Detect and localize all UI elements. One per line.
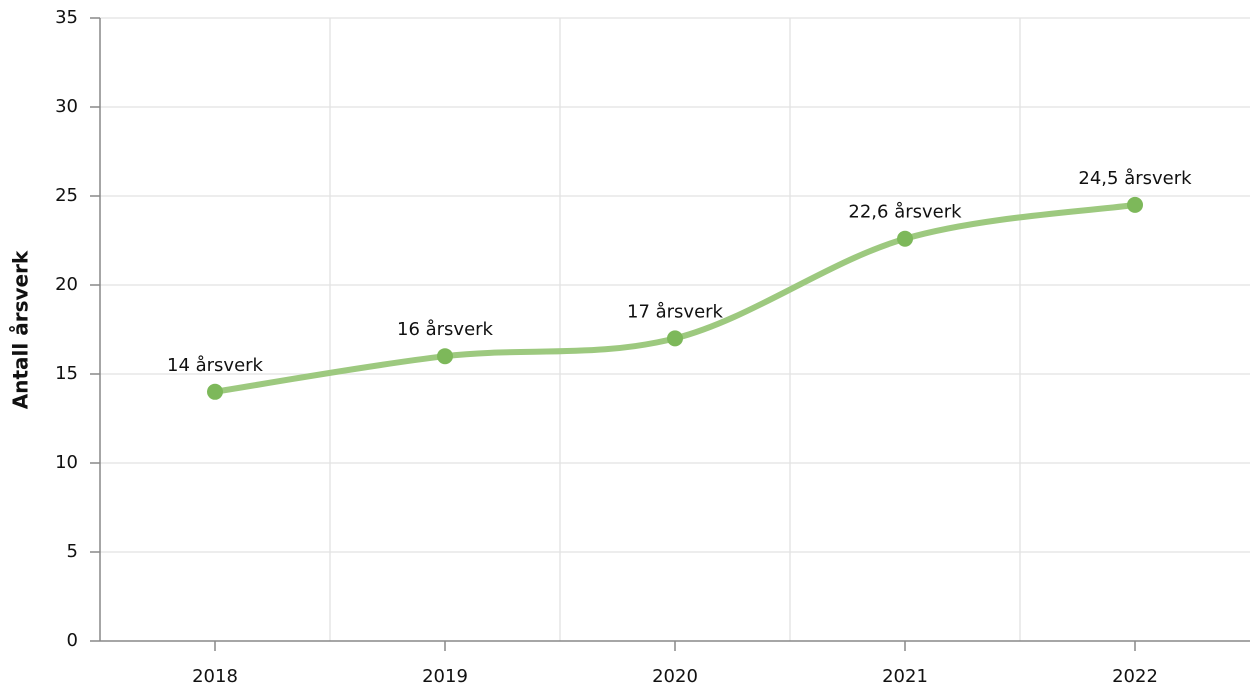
marker [897, 230, 913, 247]
y-axis-label: Antall årsverk [9, 250, 33, 409]
y-tick-label: 10 [55, 452, 78, 473]
marker [667, 330, 683, 347]
x-tick-label: 2022 [1112, 666, 1158, 687]
marker [437, 348, 453, 365]
y-tick-label: 5 [67, 541, 78, 562]
y-tick-label: 20 [55, 274, 78, 295]
x-tick-label: 2019 [422, 666, 468, 687]
data-label: 22,6 årsverk [848, 202, 962, 223]
y-tick-label: 30 [55, 96, 78, 117]
y-tick-label: 35 [55, 7, 78, 28]
x-tick-label: 2020 [652, 666, 698, 687]
x-tick-label: 2018 [192, 666, 238, 687]
y-tick-label: 25 [55, 185, 78, 206]
data-label: 24,5 årsverk [1078, 168, 1192, 189]
line [212, 201, 1138, 395]
marker [207, 383, 223, 400]
data-label: 17 årsverk [627, 301, 724, 322]
data-label: 14 årsverk [167, 355, 264, 376]
x-tick-label: 2021 [882, 666, 928, 687]
y-tick-label: 0 [67, 630, 78, 651]
y-tick-label: 15 [55, 363, 78, 384]
data-label: 16 årsverk [397, 319, 494, 340]
marker [1127, 196, 1143, 213]
